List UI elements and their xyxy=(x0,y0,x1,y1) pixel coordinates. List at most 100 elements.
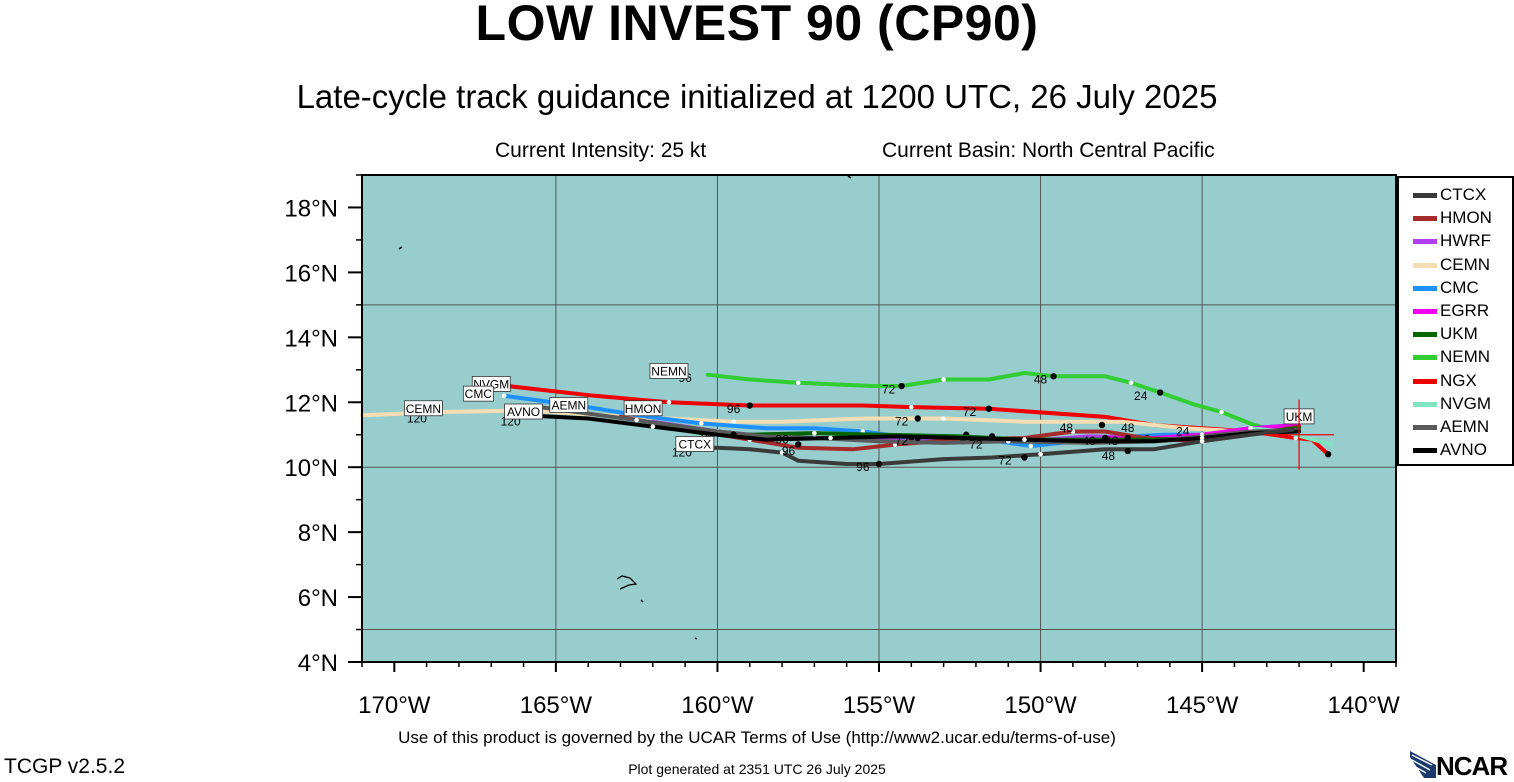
track-hour-label: 48 xyxy=(1105,434,1119,448)
track-point xyxy=(1038,451,1043,457)
track-end-tag-box xyxy=(462,385,494,402)
legend-item-ctcx: CTCX xyxy=(1413,184,1513,204)
land-islet xyxy=(694,637,698,640)
legend-label: NVGM xyxy=(1440,393,1491,413)
ncar-logo-text: NCAR xyxy=(1436,751,1508,781)
track-marker xyxy=(898,382,905,390)
track-end-tag-box xyxy=(549,397,589,413)
lon-tick-label: 165°W xyxy=(520,692,593,719)
page-title: LOW INVEST 90 (CP90) xyxy=(475,0,1039,51)
lat-tick-label: 18°N xyxy=(284,195,338,222)
track-point xyxy=(634,417,639,423)
current-position-marker xyxy=(1264,399,1335,470)
track-end-tag-label: HMON xyxy=(625,402,662,416)
track-end-tag: CMC xyxy=(462,385,494,402)
track-end-tag: CEMN xyxy=(403,400,443,417)
legend-item-ngx: NGX xyxy=(1413,370,1513,390)
track-point xyxy=(698,421,704,426)
lon-tick-label: 155°W xyxy=(843,692,916,719)
lon-tick-label: 160°W xyxy=(681,692,754,719)
track-point xyxy=(1128,380,1134,386)
legend-item-avno: AVNO xyxy=(1413,439,1513,459)
track-hour-label: 24 xyxy=(1176,424,1190,438)
track-point xyxy=(650,424,656,429)
track-end-tag-label: AVNO xyxy=(507,405,540,419)
track-point xyxy=(779,450,785,455)
lon-tick-label: 145°W xyxy=(1166,692,1239,719)
track-point xyxy=(909,404,914,410)
track-marker xyxy=(795,441,802,448)
legend-item-ukm: UKM xyxy=(1413,323,1513,343)
track-end-tag-box xyxy=(675,436,715,452)
legend-swatch xyxy=(1413,448,1437,454)
track-end-tag: AEMN xyxy=(549,397,589,413)
track-end-tag-label: CEMN xyxy=(406,402,441,416)
track-hour-label: 96 xyxy=(782,444,796,458)
track-line-ctcx xyxy=(699,427,1295,466)
track-marker xyxy=(985,405,993,412)
track-hour-label: 40 xyxy=(1082,434,1096,448)
track-hour-label: 72 xyxy=(895,415,909,429)
track-point xyxy=(1028,443,1034,449)
legend-swatch xyxy=(1413,425,1437,430)
track-point xyxy=(731,419,736,425)
map-axes: 170°W 165°W 160°W 155°W 150°W 145°W 140°W 4°N 6°… xyxy=(284,174,1401,719)
legend-swatch xyxy=(1413,285,1437,291)
legend-label: HWRF xyxy=(1440,231,1491,251)
legend-label: NEMN xyxy=(1440,347,1491,367)
legend-swatch xyxy=(1413,355,1437,361)
track-marker xyxy=(914,415,921,422)
legend-item-hwrf: HWRF xyxy=(1413,230,1513,250)
track-end-tag-label: CTCX xyxy=(678,437,711,451)
track-point xyxy=(941,377,946,382)
legend-label: EGRR xyxy=(1440,301,1490,320)
current-basin: Current Basin: North Central Pacific xyxy=(882,139,1215,162)
track-hour-label: 48 xyxy=(1121,421,1135,435)
ncar-logo: NCAR xyxy=(1408,751,1514,781)
legend-item-egrr: EGRR xyxy=(1413,300,1513,320)
track-point xyxy=(1219,409,1224,415)
lat-tick-label: 14°N xyxy=(284,325,338,352)
ncar-logo-mark xyxy=(1410,751,1436,778)
track-end-tag-label: NEMN xyxy=(651,364,686,378)
lat-tick-label: 8°N xyxy=(298,520,338,547)
track-point xyxy=(501,393,507,399)
track-point xyxy=(1183,425,1189,431)
track-hour-label: 72 xyxy=(895,434,909,448)
track-marker xyxy=(1021,454,1028,461)
track-marker xyxy=(730,431,737,438)
track-hour-label: 96 xyxy=(856,460,870,474)
legend-swatch xyxy=(1413,239,1437,245)
track-hour-label: 48 xyxy=(1060,421,1074,435)
track-point xyxy=(1022,437,1027,442)
lon-tick-label: 140°W xyxy=(1328,692,1401,719)
track-line-avno xyxy=(521,413,1302,444)
track-hour-label: 72 xyxy=(963,405,977,419)
track-marker xyxy=(1050,373,1057,380)
track-point xyxy=(1070,429,1076,434)
track-end-tag-label: AEMN xyxy=(551,399,586,413)
legend-item-cmc: CMC xyxy=(1413,277,1513,297)
land-features xyxy=(398,175,852,640)
lat-tick-label: 16°N xyxy=(284,260,338,287)
legend-swatch xyxy=(1413,262,1437,268)
legend-label: AVNO xyxy=(1440,440,1487,460)
track-marker xyxy=(1124,447,1132,455)
track-marker xyxy=(875,460,883,468)
track-point xyxy=(828,435,833,441)
track-hour-label: 24 xyxy=(1134,389,1148,403)
track-end-tag-box xyxy=(649,363,689,379)
legend-label: UKM xyxy=(1440,324,1478,344)
track-end-tag-box xyxy=(403,400,443,417)
legend-item-nvgm: NVGM xyxy=(1413,393,1513,413)
track-hour-label: 72 xyxy=(882,382,896,396)
track-hour-label: 96 xyxy=(775,433,789,447)
lon-tick-label: 170°W xyxy=(358,692,431,719)
lat-tick-label: 4°N xyxy=(298,650,338,677)
track-point xyxy=(795,380,801,386)
lon-tick-label: 150°W xyxy=(1004,692,1077,719)
generated-timestamp: Plot generated at 2351 UTC 26 July 2025 xyxy=(628,761,886,777)
track-hour-label: 48 xyxy=(1102,449,1116,463)
track-marker xyxy=(1156,389,1164,396)
track-line-ngx xyxy=(505,384,1331,457)
